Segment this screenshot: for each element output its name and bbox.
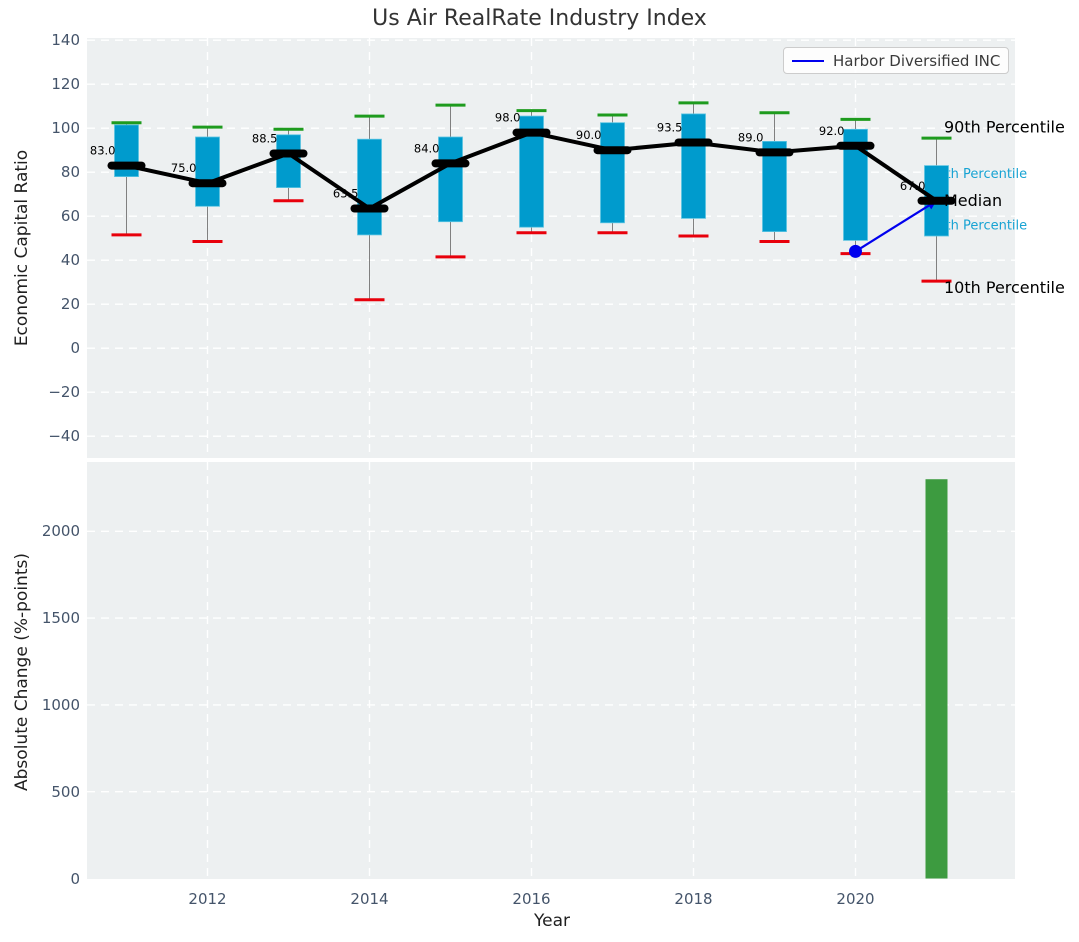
- median-value-label-2017: 90.0: [576, 128, 602, 142]
- box-2014: [357, 138, 382, 236]
- median-marker-2019: [755, 148, 794, 157]
- top-axes: 75th Percentile 25th Percentile 83.0 75.0 88…: [87, 38, 1065, 458]
- box-2012: [195, 136, 220, 207]
- annotation-minor: 25th Percentile: [929, 219, 1027, 234]
- annotation-major: Median: [944, 191, 1002, 210]
- median-value-label-2011: 83.0: [90, 144, 116, 158]
- box-2018: [681, 113, 706, 219]
- xtick-2016: 2016: [512, 890, 551, 908]
- top-ytick-100: 100: [51, 119, 80, 138]
- legend-line-icon: [792, 59, 824, 62]
- chart-title: Us Air RealRate Industry Index: [372, 6, 707, 31]
- median-marker-2015: [431, 159, 470, 168]
- bottom-ytick-2000: 2000: [41, 522, 80, 541]
- top-ytick-140: 140: [51, 31, 80, 50]
- x-axis-label: Year: [534, 911, 570, 931]
- median-value-label-2016: 98.0: [495, 111, 521, 125]
- box-2013: [276, 134, 301, 189]
- median-marker-2021: [917, 196, 956, 205]
- bottom-y-axis-label: Absolute Change (%-points): [12, 553, 32, 791]
- top-ytick--40: −40: [48, 427, 80, 446]
- median-marker-2014: [350, 204, 389, 213]
- median-marker-2018: [674, 138, 713, 147]
- median-value-label-2015: 84.0: [414, 141, 440, 155]
- annotation-minor: 75th Percentile: [929, 167, 1027, 182]
- median-value-label-2018: 93.5: [657, 121, 683, 135]
- plot-background: [87, 462, 1015, 879]
- top-ytick-20: 20: [60, 295, 80, 314]
- median-value-label-2020: 92.0: [819, 124, 845, 138]
- box-2015: [438, 136, 463, 223]
- series-line: [854, 199, 938, 253]
- median-marker-2011: [107, 161, 146, 170]
- xtick-2012: 2012: [188, 890, 227, 908]
- top-ytick-80: 80: [60, 163, 80, 182]
- top-ytick-60: 60: [60, 207, 80, 226]
- box-2017: [600, 122, 625, 224]
- bottom-ytick-1000: 1000: [41, 695, 80, 714]
- median-marker-2020: [836, 141, 875, 150]
- median-marker-2017: [593, 146, 632, 155]
- box-2019: [762, 141, 787, 232]
- bottom-ytick-500: 500: [51, 782, 80, 801]
- bottom-ytick-0: 0: [70, 869, 80, 888]
- xtick-2020: 2020: [836, 890, 875, 908]
- plot-background: [87, 38, 1015, 458]
- median-value-label-2012: 75.0: [171, 161, 197, 175]
- bottom-ytick-1500: 1500: [41, 609, 80, 628]
- legend-label: Harbor Diversified INC: [833, 51, 1001, 70]
- top-y-axis-label: Economic Capital Ratio: [12, 149, 32, 347]
- median-marker-2012: [188, 179, 227, 188]
- top-ytick-0: 0: [70, 339, 80, 358]
- change-bar-2021: [925, 479, 948, 879]
- top-ytick-40: 40: [60, 251, 80, 270]
- median-marker-2016: [512, 128, 551, 137]
- annotation-major: 90th Percentile: [944, 118, 1065, 137]
- median-marker-2013: [269, 149, 308, 158]
- bottom-axes: [87, 462, 1015, 879]
- top-ytick-120: 120: [51, 75, 80, 94]
- median-value-label-2013: 88.5: [252, 132, 278, 146]
- annotation-major: 10th Percentile: [944, 278, 1065, 297]
- xtick-2014: 2014: [350, 890, 389, 908]
- median-value-label-2019: 89.0: [738, 130, 764, 144]
- series-point-2020: [849, 244, 862, 258]
- xtick-2018: 2018: [674, 890, 713, 908]
- legend: Harbor Diversified INC: [783, 47, 1009, 74]
- top-ytick--20: −20: [48, 383, 80, 402]
